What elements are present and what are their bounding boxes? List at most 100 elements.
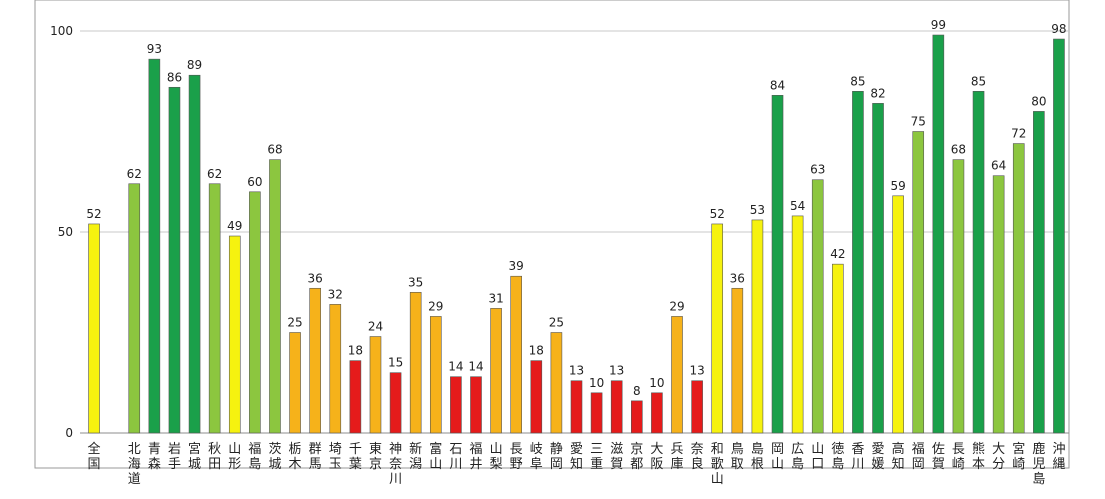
- value-label: 54: [790, 199, 805, 213]
- bar: [188, 74, 201, 434]
- category-char: 新: [409, 441, 422, 457]
- bar: [148, 58, 161, 434]
- category-label: 千葉: [349, 442, 362, 472]
- category-char: 国: [88, 457, 101, 472]
- category-char: 山: [771, 457, 784, 472]
- category-char: 山: [429, 457, 442, 472]
- category-char: 茨: [268, 442, 281, 457]
- category-char: 取: [731, 457, 744, 472]
- category-char: 千: [349, 442, 362, 457]
- category-char: 都: [630, 457, 643, 472]
- category-label: 長野: [510, 442, 523, 472]
- category-label: 滋賀: [610, 442, 623, 472]
- category-char: 愛: [570, 442, 583, 457]
- bar: [249, 191, 261, 434]
- value-label: 10: [589, 376, 604, 390]
- value-label: 13: [689, 364, 704, 378]
- category-label: 岡山: [771, 442, 784, 472]
- category-char: 道: [128, 472, 141, 487]
- category-char: 分: [992, 457, 1005, 472]
- bar: [872, 103, 884, 434]
- category-char: 三: [590, 442, 603, 457]
- value-label: 72: [1011, 127, 1026, 141]
- bar: [671, 316, 683, 434]
- category-char: 香: [851, 442, 864, 457]
- category-char: 崎: [952, 457, 965, 472]
- category-char: 全: [88, 441, 101, 457]
- category-char: 阜: [530, 456, 543, 472]
- category-char: 田: [208, 457, 221, 472]
- category-label: 沖縄: [1052, 442, 1065, 472]
- category-char: 徳: [831, 442, 844, 457]
- category-char: 秋: [208, 442, 221, 457]
- value-label: 10: [649, 376, 664, 390]
- category-label: 香川: [851, 442, 864, 472]
- category-char: 山: [811, 442, 824, 457]
- category-label: 岐阜: [530, 442, 543, 472]
- category-char: 群: [309, 442, 322, 457]
- value-label: 42: [830, 247, 845, 261]
- value-label: 13: [609, 364, 624, 378]
- bar: [972, 91, 985, 434]
- category-char: 鹿: [1032, 441, 1045, 457]
- value-label: 52: [86, 207, 101, 221]
- y-tick-label: 0: [65, 426, 73, 440]
- category-label: 宮崎: [1012, 441, 1025, 472]
- bar: [912, 131, 925, 434]
- value-label: 8: [633, 384, 641, 398]
- bar: [1033, 111, 1045, 434]
- category-char: 宮: [1012, 441, 1025, 457]
- bar: [490, 308, 502, 434]
- category-char: 城: [188, 457, 201, 472]
- bar: [852, 91, 864, 434]
- bar: [1012, 143, 1025, 434]
- bar: [289, 332, 301, 434]
- category-char: 庫: [671, 457, 684, 472]
- category-char: 鳥: [731, 442, 744, 457]
- value-label: 52: [710, 207, 725, 221]
- value-label: 18: [529, 344, 544, 358]
- bar: [631, 400, 643, 434]
- value-label: 62: [127, 167, 142, 181]
- category-label: 栃木: [289, 442, 302, 472]
- category-label: 広島: [791, 442, 804, 472]
- value-label: 25: [549, 316, 564, 330]
- value-label: 86: [167, 70, 182, 84]
- category-label: 青森: [148, 442, 161, 472]
- bar: [751, 219, 764, 434]
- bar: [791, 215, 804, 434]
- value-label: 89: [187, 58, 202, 72]
- category-char: 知: [892, 456, 905, 472]
- bar: [510, 275, 522, 434]
- category-char: 富: [429, 441, 442, 457]
- category-char: 熊: [972, 441, 985, 457]
- category-label: 神奈川: [389, 442, 402, 487]
- category-char: 北: [128, 442, 141, 457]
- category-char: 重: [590, 456, 603, 472]
- category-label: 愛知: [570, 442, 583, 472]
- category-label: 静岡: [550, 442, 563, 472]
- y-tick-label: 100: [50, 24, 73, 38]
- value-label: 68: [267, 143, 282, 157]
- bar: [651, 392, 663, 434]
- category-char: 形: [228, 457, 241, 472]
- category-char: 縄: [1052, 457, 1065, 472]
- category-char: 媛: [872, 457, 885, 472]
- category-char: 海: [128, 457, 141, 472]
- bar: [450, 376, 462, 434]
- bar: [208, 183, 221, 434]
- category-label: 秋田: [208, 442, 221, 472]
- category-label: 茨城: [268, 442, 281, 472]
- category-char: 賀: [932, 457, 945, 472]
- category-label: 徳島: [831, 442, 844, 472]
- value-label: 39: [509, 259, 524, 273]
- category-char: 東: [369, 441, 382, 457]
- value-label: 75: [911, 115, 926, 129]
- value-label: 98: [1051, 22, 1066, 36]
- category-label: 佐賀: [932, 442, 945, 472]
- bar: [731, 287, 744, 434]
- value-label: 53: [750, 203, 765, 217]
- value-label: 29: [428, 299, 443, 313]
- category-char: 川: [449, 457, 462, 472]
- bar: [832, 263, 844, 434]
